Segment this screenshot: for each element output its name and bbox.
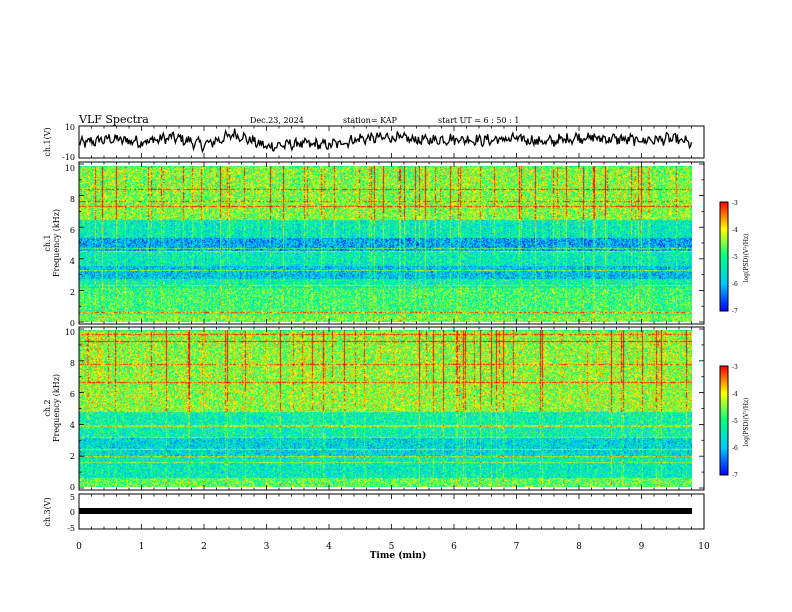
xtick-8: 8	[576, 542, 582, 552]
ch2-spec-ytick-0: 0	[70, 483, 75, 492]
ch3-ytick-5: 5	[70, 493, 75, 502]
ch1-spec-ytick-6: 6	[70, 226, 75, 235]
ch1-cbar-tick-m4: -4	[732, 227, 738, 234]
ch3-trace	[79, 508, 692, 514]
ch2-cbar-label: log(PSD)(V²/Hz)	[743, 398, 750, 447]
ch1-spec-ytick-2: 2	[70, 288, 75, 297]
ch2-spec-ytick-8: 8	[70, 359, 75, 368]
ch1-trace	[78, 128, 693, 154]
ch2-cbar-tick-m3: -3	[732, 364, 738, 371]
figure-title: VLF Spectra	[78, 113, 149, 126]
ch2-spec-ytick-4: 4	[70, 421, 75, 430]
ch1-cbar-tick-m5: -5	[732, 254, 738, 261]
ch1-spec-ytick-10: 10	[65, 164, 75, 173]
ch1-cbar-tick-m3: -3	[732, 200, 738, 207]
ch1-cbar-tick-m6: -6	[732, 281, 738, 288]
ch2-spec-ytick-6: 6	[70, 390, 75, 399]
x-axis-label: Time (min)	[370, 550, 427, 561]
ch2-spec-ylabel-freq: Frequency (kHz)	[52, 374, 61, 442]
ch2-spectrogram-image	[79, 330, 692, 487]
ch3-ylabel: ch.3(V)	[43, 497, 52, 526]
axis-ticks	[78, 126, 705, 529]
xtick-4: 4	[326, 542, 332, 552]
xtick-0: 0	[76, 542, 82, 552]
ch1-spectrogram-panel: 10 8 6 4 2 0 ch.1 Frequency (kHz) -3 -4 …	[43, 161, 750, 328]
ch1-cbar-tick-m7: -7	[732, 308, 738, 315]
x-axis: 0 1 2 3 4 5 6 7 8 9 10 Time (min)	[76, 542, 710, 561]
ch2-spec-ytick-10: 10	[65, 328, 75, 337]
ch3-waveform-panel: 5 0 -5 ch.3(V)	[43, 493, 705, 533]
xtick-3: 3	[264, 542, 270, 552]
xtick-5: 5	[389, 542, 395, 552]
ch1-colorbar-frame	[719, 201, 729, 312]
ch1-spec-ylabel: ch.1	[43, 234, 52, 251]
ch1-ytick-bottom: -10	[62, 153, 75, 162]
ch2-colorbar	[720, 366, 728, 475]
ch2-cbar-tick-m7: -7	[732, 472, 738, 479]
xtick-6: 6	[451, 542, 457, 552]
ch1-cbar-label: log(PSD)(V²/Hz)	[743, 234, 750, 283]
ch2-cbar-tick-m6: -6	[732, 445, 738, 452]
ch1-waveform-panel: 10 -10 ch.1(V)	[43, 123, 705, 162]
ch2-spec-ytick-2: 2	[70, 452, 75, 461]
date-label: Dec.23, 2024	[250, 116, 304, 125]
ch1-colorbar	[720, 202, 728, 311]
xtick-9: 9	[639, 542, 645, 552]
ch1-spec-ytick-4: 4	[70, 257, 75, 266]
ch3-ytick-0: 0	[70, 508, 75, 517]
ch1-ytick-top: 10	[65, 123, 75, 132]
start-time-label: start UT = 6 : 50 : 1	[438, 116, 519, 125]
ch1-ylabel: ch.1(V)	[43, 127, 52, 156]
xtick-2: 2	[201, 542, 207, 552]
xtick-10: 10	[698, 542, 710, 552]
ch1-spectrogram-image	[79, 166, 692, 322]
xtick-7: 7	[514, 542, 520, 552]
ch2-spec-ylabel: ch.2	[43, 399, 52, 416]
ch1-spec-ytick-0: 0	[70, 319, 75, 328]
station-label: station= KAP	[343, 116, 398, 125]
ch1-spec-ytick-8: 8	[70, 195, 75, 204]
ch2-cbar-tick-m5: -5	[732, 418, 738, 425]
ch3-ytick-m5: -5	[67, 524, 75, 533]
ch2-spectrogram-panel: 10 8 6 4 2 0 ch.2 Frequency (kHz) -3 -4 …	[43, 326, 750, 492]
ch2-cbar-tick-m4: -4	[732, 391, 738, 398]
ch1-spec-ylabel-freq: Frequency (kHz)	[52, 209, 61, 277]
xtick-1: 1	[139, 542, 145, 552]
ch2-colorbar-frame	[719, 365, 729, 476]
